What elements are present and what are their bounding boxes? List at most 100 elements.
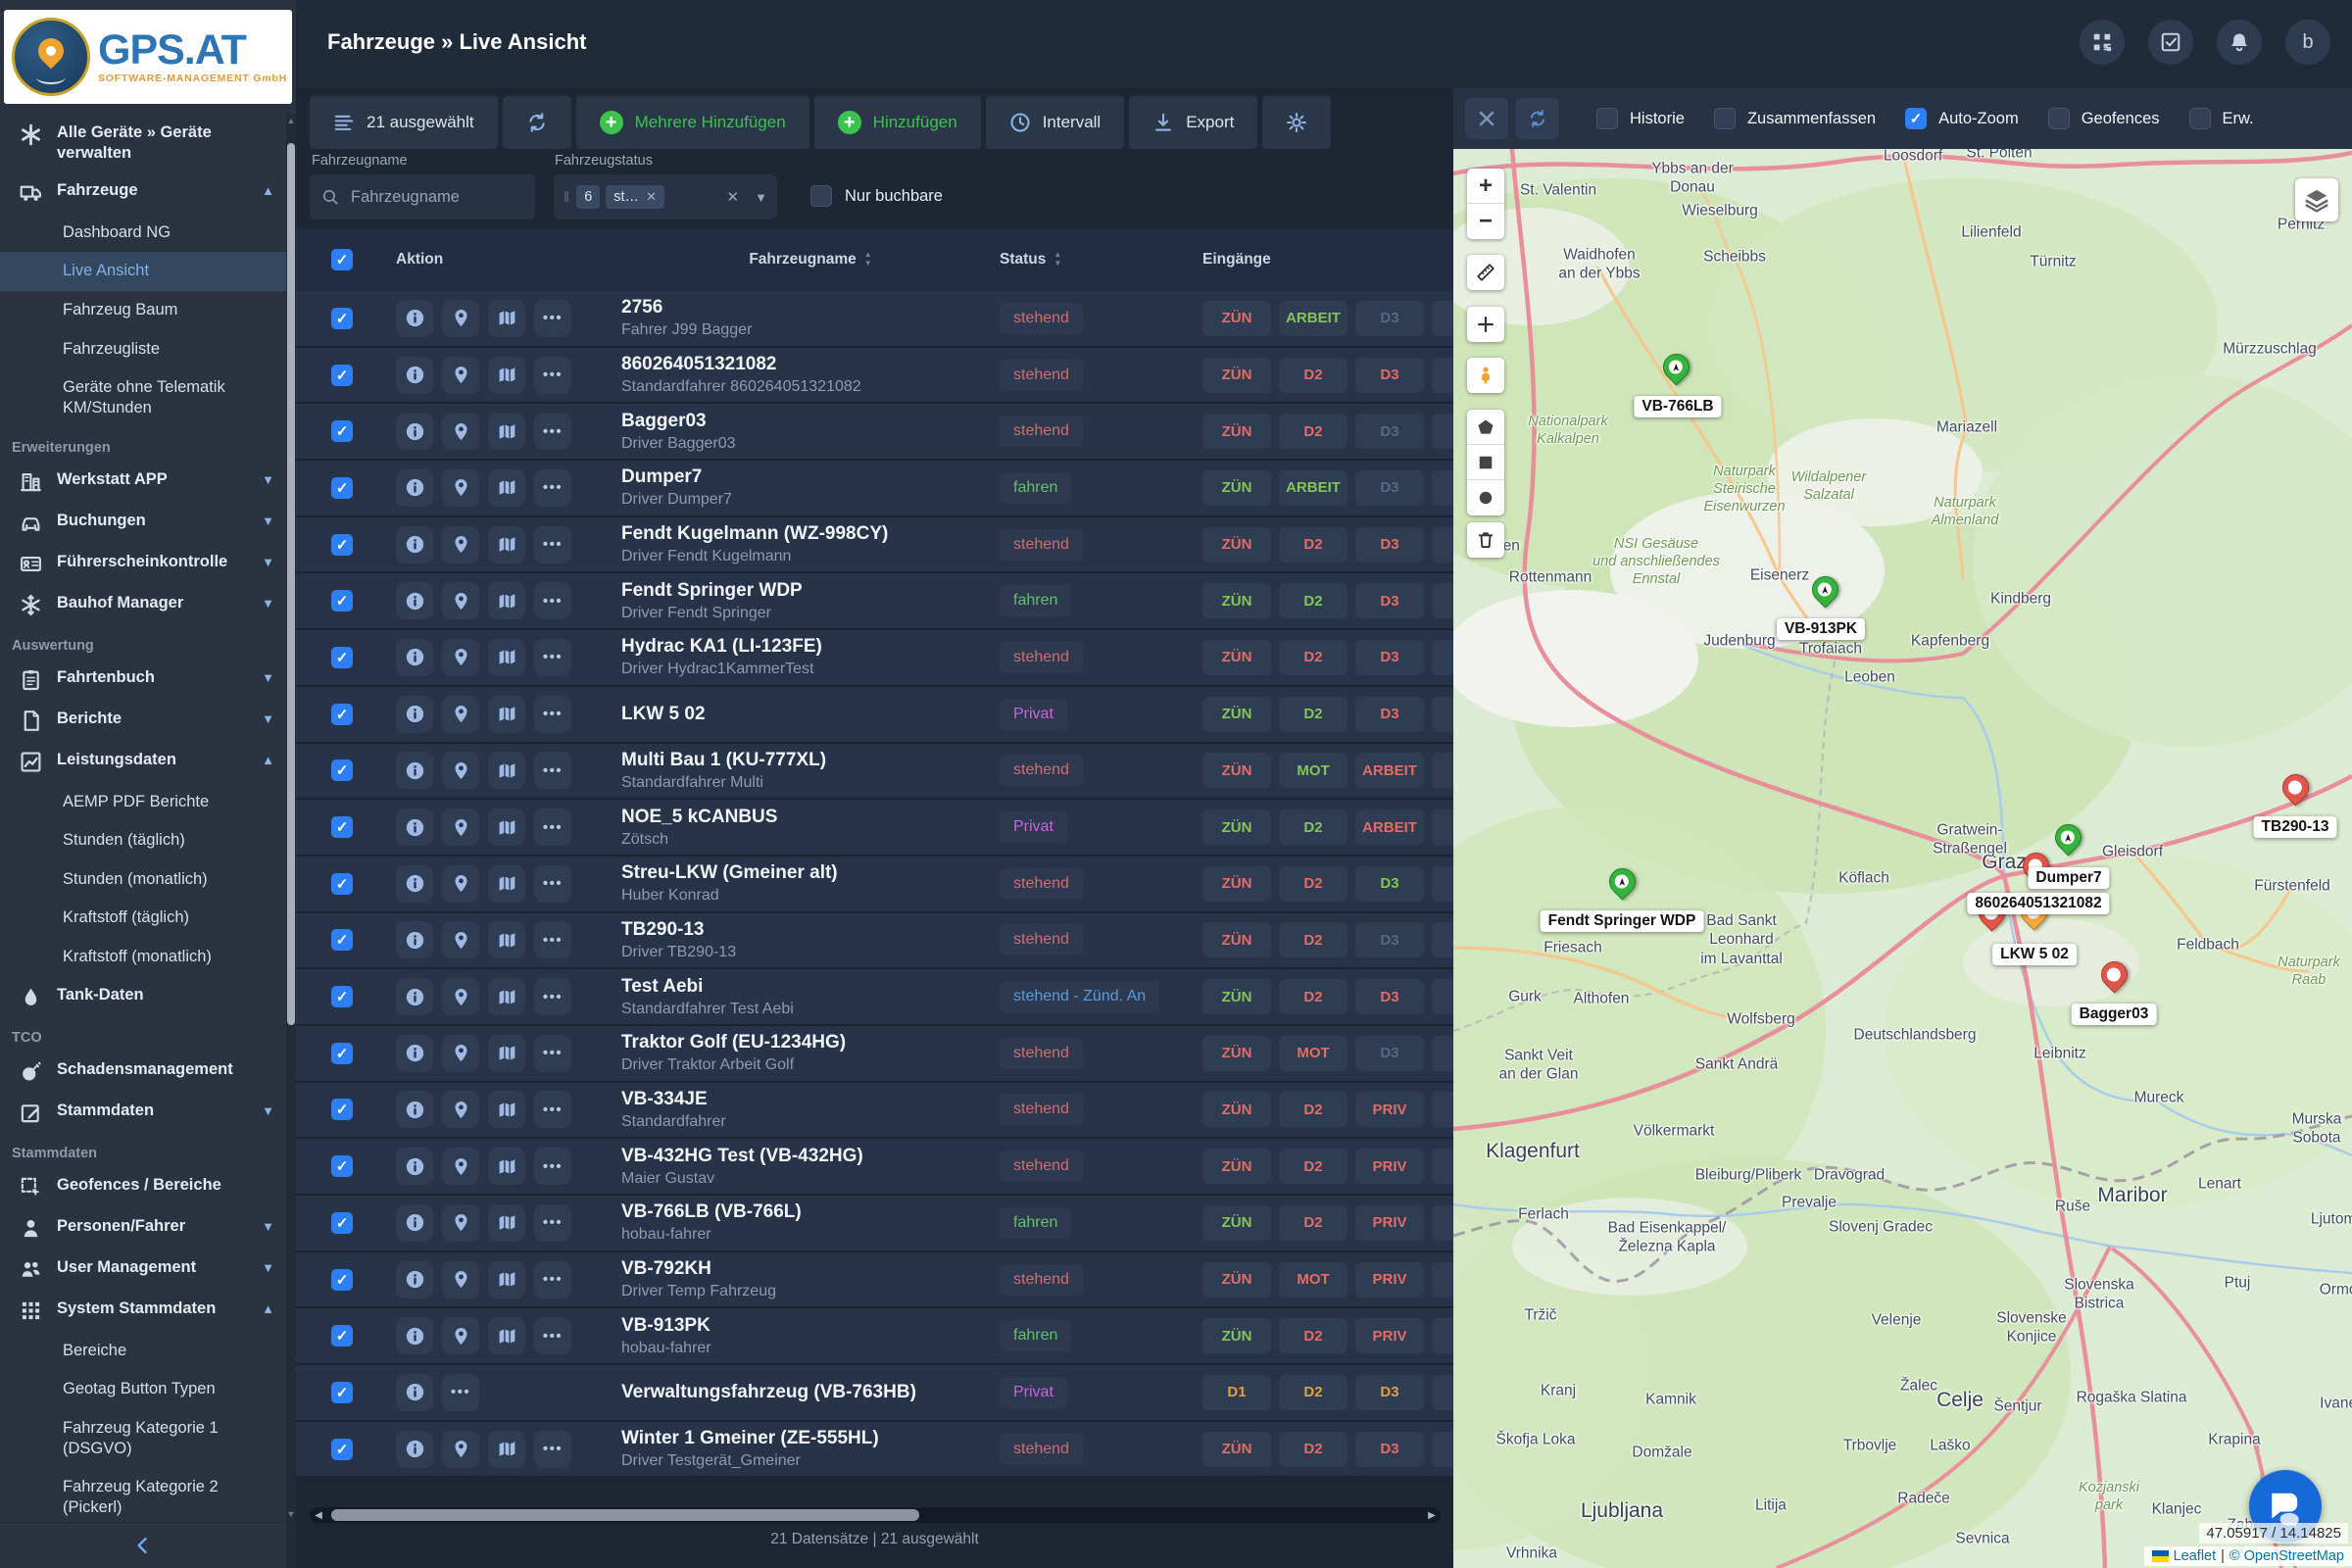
chevron-up-icon[interactable]: ▲ bbox=[262, 1298, 274, 1317]
more-actions-button[interactable]: ••• bbox=[534, 808, 571, 846]
more-actions-button[interactable]: ••• bbox=[534, 1431, 571, 1468]
more-actions-button[interactable]: ••• bbox=[534, 1317, 571, 1354]
sidebar-item[interactable]: Führerscheinkontrolle▼ bbox=[0, 543, 286, 584]
row-checkbox[interactable]: ✓ bbox=[331, 534, 353, 556]
route-button[interactable] bbox=[488, 1317, 525, 1354]
route-button[interactable] bbox=[488, 469, 525, 507]
only-bookable-filter[interactable]: ✓ Nur buchbare bbox=[810, 185, 943, 207]
info-button[interactable] bbox=[396, 1148, 433, 1185]
export-button[interactable]: Export bbox=[1129, 96, 1257, 149]
sidebar-item[interactable]: User Management▼ bbox=[0, 1249, 286, 1290]
horizontal-scrollbar[interactable]: ◀ ▶ bbox=[310, 1507, 1441, 1523]
sort-icon[interactable]: ▲▼ bbox=[864, 251, 872, 269]
measure-button[interactable] bbox=[1467, 255, 1504, 290]
checkbox[interactable]: ✓ bbox=[2048, 108, 2070, 129]
more-actions-button[interactable]: ••• bbox=[534, 696, 571, 733]
sidebar-scrollbar[interactable]: ▲ ▼ bbox=[286, 114, 296, 1568]
route-button[interactable] bbox=[488, 1035, 525, 1072]
locate-button[interactable] bbox=[442, 526, 479, 564]
route-button[interactable] bbox=[488, 582, 525, 619]
row-checkbox[interactable]: ✓ bbox=[331, 1439, 353, 1460]
refresh-button[interactable] bbox=[503, 96, 571, 149]
sidebar-item[interactable]: Schadensmanagement bbox=[0, 1051, 286, 1092]
locate-button[interactable] bbox=[442, 357, 479, 394]
sidebar-subitem[interactable]: Stunden (täglich) bbox=[0, 821, 286, 860]
info-button[interactable] bbox=[396, 582, 433, 619]
info-button[interactable] bbox=[396, 526, 433, 564]
pegman-button[interactable] bbox=[1467, 358, 1504, 393]
add-button[interactable]: + Hinzufügen bbox=[814, 96, 981, 149]
map-option-zusammenfassen[interactable]: ✓Zusammenfassen bbox=[1714, 108, 1876, 129]
sidebar-item[interactable]: Bauhof Manager▼ bbox=[0, 584, 286, 625]
chip-remove-icon[interactable]: ✕ bbox=[646, 189, 657, 205]
sidebar-subitem[interactable]: AEMP PDF Berichte bbox=[0, 782, 286, 821]
column-status[interactable]: Status ▲▼ bbox=[1000, 251, 1202, 269]
status-count-chip[interactable]: 6 bbox=[576, 185, 600, 209]
route-button[interactable] bbox=[488, 1261, 525, 1298]
vehicle-map-label[interactable]: Dumper7 bbox=[2028, 867, 2109, 889]
row-checkbox[interactable]: ✓ bbox=[331, 1043, 353, 1064]
locate-button[interactable] bbox=[442, 752, 479, 789]
info-button[interactable] bbox=[396, 696, 433, 733]
sidebar-item[interactable]: Personen/Fahrer▼ bbox=[0, 1207, 286, 1249]
checkbox[interactable]: ✓ bbox=[1905, 108, 1927, 129]
sidebar-item[interactable]: Tank-Daten bbox=[0, 976, 286, 1017]
map-option-erw-[interactable]: ✓Erw. bbox=[2189, 108, 2254, 129]
sidebar-subitem[interactable]: Stunden (monatlich) bbox=[0, 859, 286, 899]
locate-button[interactable] bbox=[442, 696, 479, 733]
notifications-button[interactable] bbox=[2217, 20, 2262, 65]
row-checkbox[interactable]: ✓ bbox=[331, 873, 353, 895]
more-actions-button[interactable]: ••• bbox=[534, 1148, 571, 1185]
row-checkbox[interactable]: ✓ bbox=[331, 1269, 353, 1291]
more-actions-button[interactable]: ••• bbox=[534, 639, 571, 676]
chevron-down-icon[interactable]: ▼ bbox=[262, 511, 274, 529]
leaflet-link[interactable]: Leaflet bbox=[2174, 1548, 2217, 1564]
draw-polygon-button[interactable] bbox=[1467, 410, 1504, 445]
info-button[interactable] bbox=[396, 808, 433, 846]
chevron-down-icon[interactable]: ▼ bbox=[262, 469, 274, 488]
more-actions-button[interactable]: ••• bbox=[534, 582, 571, 619]
chevron-down-icon[interactable]: ▼ bbox=[262, 1101, 274, 1119]
chevron-down-icon[interactable]: ▼ bbox=[262, 667, 274, 686]
sidebar-subitem[interactable]: Dashboard NG bbox=[0, 213, 286, 252]
zoom-out-button[interactable]: − bbox=[1467, 204, 1504, 239]
sidebar-item[interactable]: System Stammdaten▲ bbox=[0, 1290, 286, 1331]
scrollbar-down-icon[interactable]: ▼ bbox=[286, 1507, 296, 1521]
chevron-up-icon[interactable]: ▲ bbox=[262, 750, 274, 768]
more-actions-button[interactable]: ••• bbox=[442, 1374, 479, 1411]
locate-button[interactable] bbox=[442, 1035, 479, 1072]
scroll-left-icon[interactable]: ◀ bbox=[310, 1510, 327, 1521]
chevron-down-icon[interactable]: ▼ bbox=[262, 552, 274, 570]
vehicle-name-filter[interactable] bbox=[310, 174, 535, 220]
row-checkbox[interactable]: ✓ bbox=[331, 929, 353, 951]
locate-button[interactable] bbox=[442, 300, 479, 337]
more-actions-button[interactable]: ••• bbox=[534, 1091, 571, 1128]
crosshair-button[interactable] bbox=[1467, 307, 1504, 342]
settings-button[interactable] bbox=[1262, 96, 1331, 149]
sidebar-item[interactable]: Alle Geräte » Geräte verwalten bbox=[0, 114, 286, 172]
info-button[interactable] bbox=[396, 1035, 433, 1072]
info-button[interactable] bbox=[396, 1261, 433, 1298]
row-checkbox[interactable]: ✓ bbox=[331, 704, 353, 725]
more-actions-button[interactable]: ••• bbox=[534, 1261, 571, 1298]
locate-button[interactable] bbox=[442, 582, 479, 619]
more-actions-button[interactable]: ••• bbox=[534, 865, 571, 903]
locate-button[interactable] bbox=[442, 978, 479, 1015]
map-option-auto-zoom[interactable]: ✓Auto-Zoom bbox=[1905, 108, 2019, 129]
chevron-down-icon[interactable]: ▼ bbox=[262, 1257, 274, 1276]
draw-circle-button[interactable] bbox=[1467, 480, 1504, 515]
route-button[interactable] bbox=[488, 752, 525, 789]
locate-button[interactable] bbox=[442, 808, 479, 846]
sidebar-subitem[interactable]: Fahrzeug Baum bbox=[0, 291, 286, 330]
vehicle-map-label[interactable]: TB290-13 bbox=[2254, 816, 2337, 838]
info-button[interactable] bbox=[396, 865, 433, 903]
info-button[interactable] bbox=[396, 1317, 433, 1354]
vehicle-map-label[interactable]: 860264051321082 bbox=[1967, 893, 2109, 914]
route-button[interactable] bbox=[488, 696, 525, 733]
sidebar-item[interactable]: Berichte▼ bbox=[0, 700, 286, 741]
checkbox[interactable]: ✓ bbox=[1714, 108, 1736, 129]
sidebar-subitem[interactable]: Bereiche bbox=[0, 1331, 286, 1370]
more-actions-button[interactable]: ••• bbox=[534, 413, 571, 450]
sidebar-subitem[interactable]: Kraftstoff (monatlich) bbox=[0, 938, 286, 977]
info-button[interactable] bbox=[396, 469, 433, 507]
